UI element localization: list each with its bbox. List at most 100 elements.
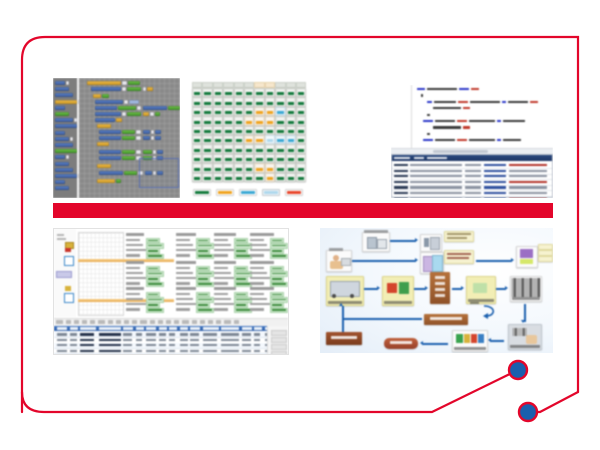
toolbar-button[interactable]	[174, 320, 179, 325]
slot-tile-green[interactable]	[254, 125, 265, 135]
code-block[interactable]	[142, 106, 167, 110]
slot-tile-green[interactable]	[285, 144, 296, 154]
code-block[interactable]	[152, 150, 156, 154]
console-log-row[interactable]	[392, 173, 552, 181]
slot-tile-green[interactable]	[275, 97, 286, 107]
form-field-value[interactable]	[270, 292, 284, 298]
code-block[interactable]	[142, 87, 146, 91]
form-field-value[interactable]	[146, 253, 164, 259]
code-block[interactable]	[124, 100, 129, 104]
toolbar-button[interactable]	[90, 320, 95, 325]
form-field-value[interactable]	[196, 292, 210, 298]
code-block[interactable]	[138, 171, 144, 175]
slot-tile-green[interactable]	[212, 116, 224, 126]
code-block[interactable]	[136, 136, 142, 140]
code-block[interactable]	[155, 112, 160, 116]
slot-tile-green[interactable]	[233, 97, 244, 107]
slot-tile-green[interactable]	[223, 97, 234, 107]
slot-tile-green[interactable]	[244, 97, 255, 107]
form-field-value[interactable]	[146, 266, 160, 272]
toolbar-button[interactable]	[108, 320, 113, 325]
palette-block[interactable]	[55, 93, 73, 98]
code-block[interactable]	[99, 171, 123, 175]
toolbar-button[interactable]	[182, 320, 189, 325]
slot-tile-green[interactable]	[296, 144, 307, 154]
table-column-header[interactable]	[57, 327, 67, 330]
code-block[interactable]	[99, 136, 121, 140]
slot-tile-green[interactable]	[275, 144, 286, 154]
slot-tile-green[interactable]	[233, 125, 244, 135]
slot-tile-green[interactable]	[275, 116, 286, 126]
toolbar-button[interactable]	[82, 320, 87, 325]
slot-tile-green[interactable]	[264, 144, 276, 154]
palette-block[interactable]	[55, 155, 65, 160]
palette-block[interactable]	[55, 174, 77, 178]
slot-tile-green[interactable]	[202, 97, 213, 107]
slot-tile-green[interactable]	[202, 163, 213, 173]
toolbar-button[interactable]	[158, 320, 163, 325]
slot-tile-green[interactable]	[223, 163, 234, 173]
console-output-panel[interactable]	[391, 154, 553, 198]
console-log-row[interactable]	[392, 168, 552, 175]
form-field-value[interactable]	[270, 253, 288, 259]
code-block[interactable]	[122, 156, 136, 160]
slot-tile-green[interactable]	[233, 116, 244, 126]
table-column-header[interactable]	[190, 327, 200, 330]
slot-tile-green[interactable]	[254, 153, 265, 164]
console-log-row[interactable]	[392, 179, 552, 186]
slot-tile-blue[interactable]	[285, 135, 296, 145]
palette-block[interactable]	[55, 180, 65, 185]
toolbar-button[interactable]	[150, 320, 155, 325]
palette-block[interactable]	[55, 167, 73, 172]
code-block[interactable]	[95, 118, 115, 122]
code-block[interactable]	[99, 150, 121, 154]
slot-tile-green[interactable]	[264, 88, 276, 98]
code-block[interactable]	[142, 112, 149, 116]
panel-planning-sheet-and-data-table[interactable]	[53, 228, 289, 355]
panel-source-code-editor[interactable]	[391, 85, 553, 198]
slot-tile-green[interactable]	[223, 144, 234, 154]
toolbar-button[interactable]	[132, 320, 137, 325]
palette-block[interactable]	[55, 149, 77, 154]
code-block[interactable]	[93, 94, 101, 98]
slot-tile-green[interactable]	[233, 106, 244, 117]
form-field-value[interactable]	[146, 297, 164, 303]
table-column-header[interactable]	[202, 327, 219, 330]
code-block[interactable]	[99, 156, 121, 160]
form-field-value[interactable]	[146, 292, 160, 298]
slot-tile-green[interactable]	[223, 125, 234, 135]
slot-tile-green[interactable]	[296, 163, 307, 173]
slot-tile-green[interactable]	[192, 144, 203, 154]
table-column-header[interactable]	[241, 327, 252, 330]
code-block[interactable]	[137, 106, 142, 110]
toolbar-button[interactable]	[140, 320, 147, 325]
slot-tile-green[interactable]	[275, 163, 286, 173]
slot-tile-green[interactable]	[264, 153, 276, 164]
toolbar-button[interactable]	[56, 320, 63, 325]
slot-tile-green[interactable]	[244, 144, 255, 154]
slot-tile-green[interactable]	[212, 125, 224, 135]
slot-tile-orange[interactable]	[254, 106, 265, 117]
form-field-value[interactable]	[234, 276, 248, 282]
slot-tile-green[interactable]	[296, 135, 307, 145]
code-block[interactable]	[95, 100, 123, 104]
table-column-header[interactable]	[69, 327, 78, 330]
slot-tile-orange[interactable]	[264, 106, 276, 117]
slot-tile-green[interactable]	[296, 125, 307, 135]
toolbar-button[interactable]	[216, 320, 221, 325]
toolbar-button[interactable]	[124, 320, 129, 325]
code-block[interactable]	[118, 106, 137, 110]
code-block[interactable]	[124, 171, 138, 175]
table-column-header[interactable]	[123, 327, 133, 330]
panel-visual-block-programming-editor[interactable]	[53, 78, 180, 198]
slot-tile-green[interactable]	[192, 88, 203, 98]
slot-tile-green[interactable]	[202, 116, 213, 126]
form-field-value[interactable]	[270, 243, 288, 249]
code-block[interactable]	[142, 136, 150, 140]
slot-tile-green[interactable]	[223, 135, 234, 145]
slot-tile-orange[interactable]	[244, 135, 255, 145]
slot-tile-green[interactable]	[296, 106, 307, 117]
slot-tile-green[interactable]	[233, 153, 244, 164]
code-block[interactable]	[116, 179, 122, 183]
code-block[interactable]	[149, 112, 154, 116]
